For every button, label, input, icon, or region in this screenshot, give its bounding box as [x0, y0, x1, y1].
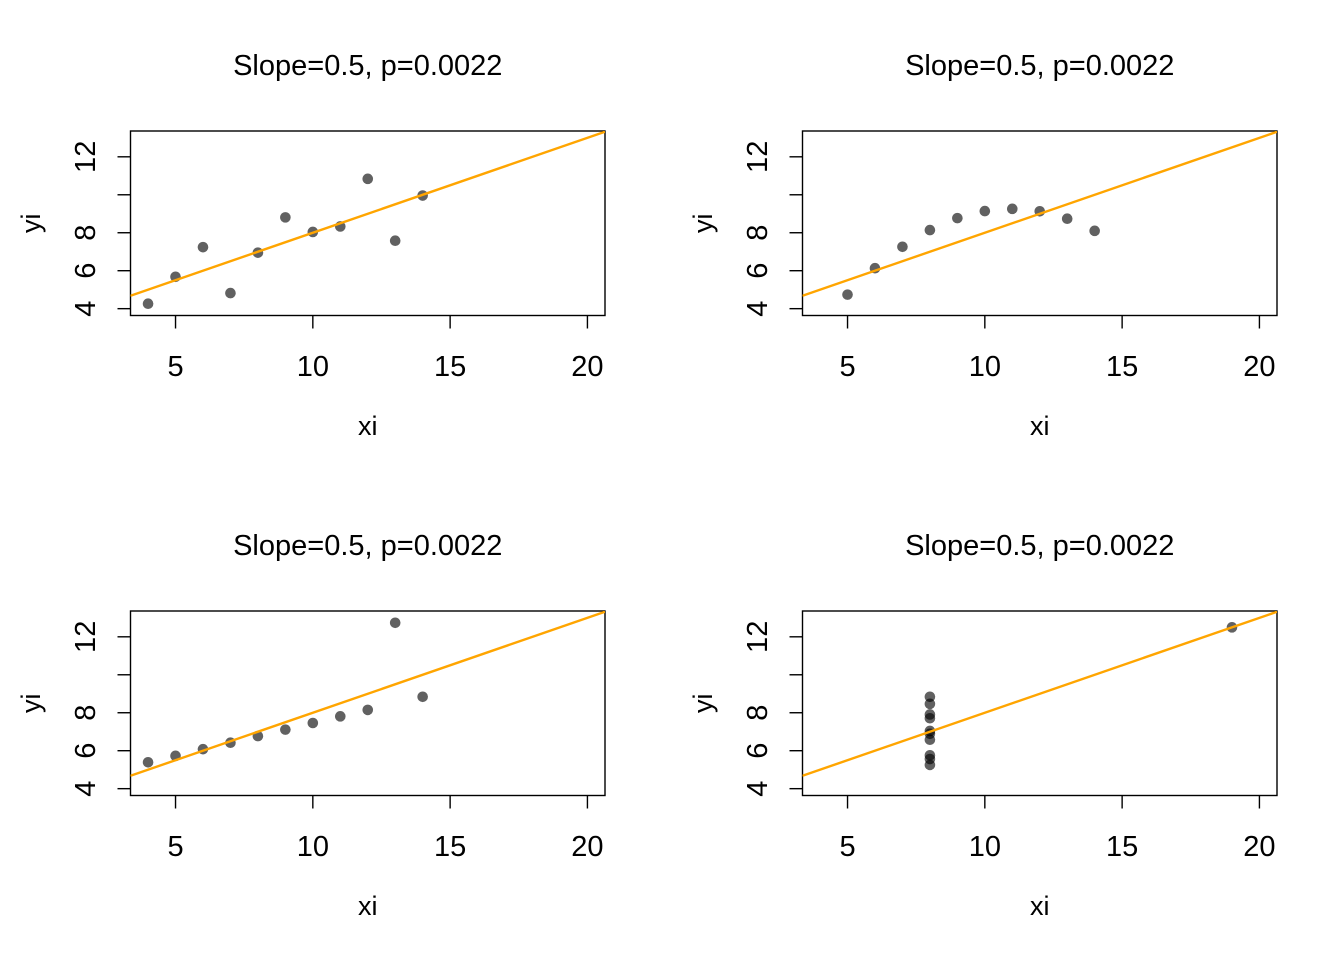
panel-title: Slope=0.5, p=0.0022 — [233, 50, 502, 82]
plot-box — [801, 610, 1278, 797]
x-tick-label: 10 — [297, 351, 329, 383]
data-point — [924, 698, 936, 710]
x-tick-label: 20 — [1243, 351, 1275, 383]
x-axis-label: xi — [1030, 411, 1050, 441]
x-tick-label: 20 — [571, 831, 603, 863]
data-point — [924, 224, 936, 236]
regression-line — [130, 611, 605, 777]
x-tick-label: 5 — [839, 351, 855, 383]
x-axis-label: xi — [358, 411, 378, 441]
scatter-plot-3: 5 10 15 20 4 6 8 12 Slope=0.5, p=0.0022 xi yi — [16, 530, 606, 921]
data-point — [334, 711, 346, 722]
y-axis-label: yi — [16, 694, 46, 714]
regression-line — [802, 611, 1277, 777]
x-tick-label: 5 — [167, 831, 183, 863]
y-tick-label: 6 — [70, 263, 102, 279]
scatter-plot-2: 5 10 15 20 4 6 8 12 Slope=0.5, p=0.0022 xi yi — [688, 50, 1278, 441]
y-tick-label: 8 — [70, 705, 102, 721]
scatter-panel-2: 5 10 15 20 4 6 8 12 Slope=0.5, p=0.0022 xi yi — [672, 0, 1344, 480]
x-tick-label: 15 — [1106, 351, 1138, 383]
x-axis-label: xi — [358, 891, 378, 921]
data-layer — [130, 131, 605, 310]
scatter-panel-3: 5 10 15 20 4 6 8 12 Slope=0.5, p=0.0022 xi yi — [0, 480, 672, 960]
data-point — [280, 724, 291, 735]
data-point — [979, 205, 991, 217]
regression-line — [802, 131, 1277, 297]
x-tick-label: 20 — [571, 351, 603, 383]
panel-title: Slope=0.5, p=0.0022 — [233, 530, 502, 562]
y-tick-label: 8 — [742, 705, 774, 721]
y-tick-label: 4 — [742, 781, 774, 797]
x-tick-label: 10 — [969, 351, 1001, 383]
panel-title: Slope=0.5, p=0.0022 — [905, 530, 1174, 562]
y-axis-label: yi — [16, 214, 46, 234]
data-point — [1006, 203, 1018, 215]
data-point — [842, 289, 853, 300]
data-layer — [130, 611, 605, 777]
x-tick-label: 10 — [297, 831, 329, 863]
data-point — [952, 212, 963, 224]
x-axis-label: xi — [1030, 891, 1050, 921]
y-axis-label: yi — [688, 694, 718, 714]
x-tick-label: 15 — [434, 831, 466, 863]
data-point — [389, 235, 401, 247]
data-point — [225, 287, 236, 299]
regression-line — [130, 131, 605, 297]
y-tick-label: 12 — [70, 141, 102, 173]
panel-title: Slope=0.5, p=0.0022 — [905, 50, 1174, 82]
scatter-panel-4: 5 10 15 20 4 6 8 12 Slope=0.5, p=0.0022 xi yi — [672, 480, 1344, 960]
data-point — [897, 241, 908, 253]
y-tick-label: 12 — [70, 621, 102, 653]
data-point — [417, 691, 428, 703]
data-point — [924, 753, 936, 765]
scatter-panel-1: 5 10 15 20 4 6 8 12 Slope=0.5, p=0.0022 xi yi — [0, 0, 672, 480]
data-point — [142, 756, 154, 768]
scatter-plot-1: 5 10 15 20 4 6 8 12 Slope=0.5, p=0.0022 xi yi — [16, 50, 606, 441]
scatter-plot-4: 5 10 15 20 4 6 8 12 Slope=0.5, p=0.0022 xi yi — [688, 530, 1278, 921]
data-point — [924, 709, 936, 720]
plot-box — [129, 130, 606, 317]
x-tick-label: 15 — [1106, 831, 1138, 863]
data-layer — [802, 131, 1277, 331]
y-tick-label: 4 — [742, 301, 774, 317]
x-tick-label: 5 — [839, 831, 855, 863]
data-point — [362, 173, 374, 185]
y-axis-label: yi — [688, 214, 718, 234]
data-point — [142, 298, 154, 310]
y-tick-label: 12 — [742, 621, 774, 653]
y-tick-label: 8 — [70, 225, 102, 241]
data-point — [815, 320, 826, 331]
y-tick-label: 4 — [70, 781, 102, 797]
plot-box — [129, 610, 606, 797]
y-tick-label: 6 — [742, 263, 774, 279]
y-tick-label: 8 — [742, 225, 774, 241]
y-tick-label: 6 — [742, 743, 774, 759]
y-tick-label: 6 — [70, 743, 102, 759]
x-tick-label: 5 — [167, 351, 183, 383]
y-tick-label: 4 — [70, 301, 102, 317]
data-point — [362, 704, 374, 716]
x-tick-label: 20 — [1243, 831, 1275, 863]
y-tick-label: 12 — [742, 141, 774, 173]
x-tick-label: 10 — [969, 831, 1001, 863]
data-layer — [802, 611, 1277, 777]
plot-box — [801, 130, 1278, 317]
data-point — [1089, 225, 1100, 237]
data-point — [280, 212, 291, 223]
data-point — [1061, 213, 1073, 224]
data-point — [197, 241, 209, 253]
x-tick-label: 15 — [434, 351, 466, 383]
data-point — [389, 617, 401, 629]
data-point — [307, 717, 319, 729]
